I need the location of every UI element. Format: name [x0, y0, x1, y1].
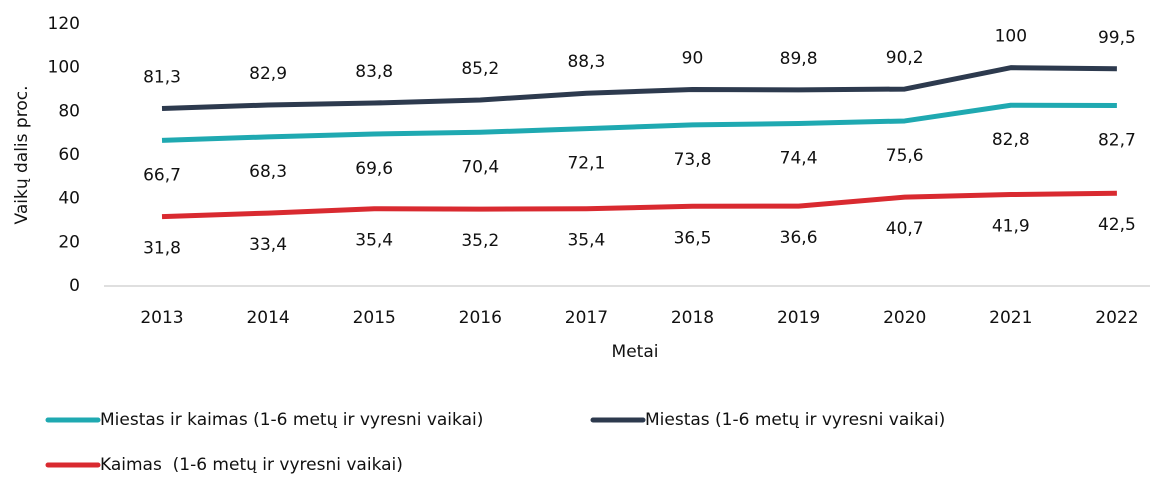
x-axis-title: Metai	[612, 342, 659, 362]
data-label: 35,2	[461, 231, 499, 251]
x-tick-label: 2018	[671, 308, 714, 328]
data-label: 82,7	[1098, 130, 1136, 150]
y-tick-label: 100	[48, 58, 80, 78]
x-tick-label: 2019	[777, 308, 820, 328]
x-tick-label: 2017	[565, 308, 608, 328]
data-label: 66,7	[143, 165, 181, 185]
data-label: 41,9	[992, 217, 1030, 237]
x-tick-label: 2022	[1095, 308, 1138, 328]
data-label: 81,3	[143, 67, 181, 87]
data-label: 69,6	[355, 159, 393, 179]
data-label: 72,1	[567, 154, 605, 174]
x-tick-label: 2013	[140, 308, 183, 328]
data-label: 85,2	[461, 59, 499, 79]
data-label: 88,3	[567, 52, 605, 72]
legend-label: Miestas (1-6 metų ir vyresni vaikai)	[645, 410, 945, 430]
y-tick-label: 80	[58, 101, 80, 121]
legend-label: Miestas ir kaimas (1-6 metų ir vyresni v…	[100, 410, 483, 430]
data-label: 35,4	[355, 231, 393, 251]
y-tick-label: 60	[58, 145, 80, 165]
data-label: 82,9	[249, 64, 287, 84]
data-label: 31,8	[143, 239, 181, 259]
data-label: 33,4	[249, 235, 287, 255]
data-label: 89,8	[780, 49, 818, 69]
data-label: 68,3	[249, 162, 287, 182]
x-tick-label: 2021	[989, 308, 1032, 328]
y-axis-title: Vaikų dalis proc.	[12, 86, 32, 225]
y-tick-label: 20	[58, 232, 80, 252]
data-label: 90,2	[886, 48, 924, 68]
data-label: 75,6	[886, 146, 924, 166]
data-label: 90	[682, 49, 704, 69]
y-tick-label: 120	[48, 14, 80, 34]
x-tick-label: 2020	[883, 308, 926, 328]
y-tick-label: 40	[58, 189, 80, 209]
data-label: 99,5	[1098, 28, 1136, 48]
x-tick-label: 2016	[459, 308, 502, 328]
data-label: 42,5	[1098, 215, 1136, 235]
series-line	[161, 102, 1117, 143]
x-tick-label: 2014	[246, 308, 289, 328]
data-label: 40,7	[886, 219, 924, 239]
series-line	[161, 190, 1117, 220]
y-tick-label: 0	[69, 276, 80, 296]
legend-label: Kaimas (1-6 metų ir vyresni vaikai)	[100, 455, 403, 475]
data-label: 36,5	[674, 228, 712, 248]
data-label: 73,8	[674, 150, 712, 170]
data-label: 36,6	[780, 228, 818, 248]
series-line	[161, 65, 1117, 111]
data-label: 35,4	[567, 231, 605, 251]
data-label: 74,4	[780, 149, 818, 169]
x-tick-label: 2015	[353, 308, 396, 328]
data-label: 83,8	[355, 62, 393, 82]
data-label: 70,4	[461, 157, 499, 177]
data-label: 100	[995, 27, 1027, 47]
data-label: 82,8	[992, 130, 1030, 150]
